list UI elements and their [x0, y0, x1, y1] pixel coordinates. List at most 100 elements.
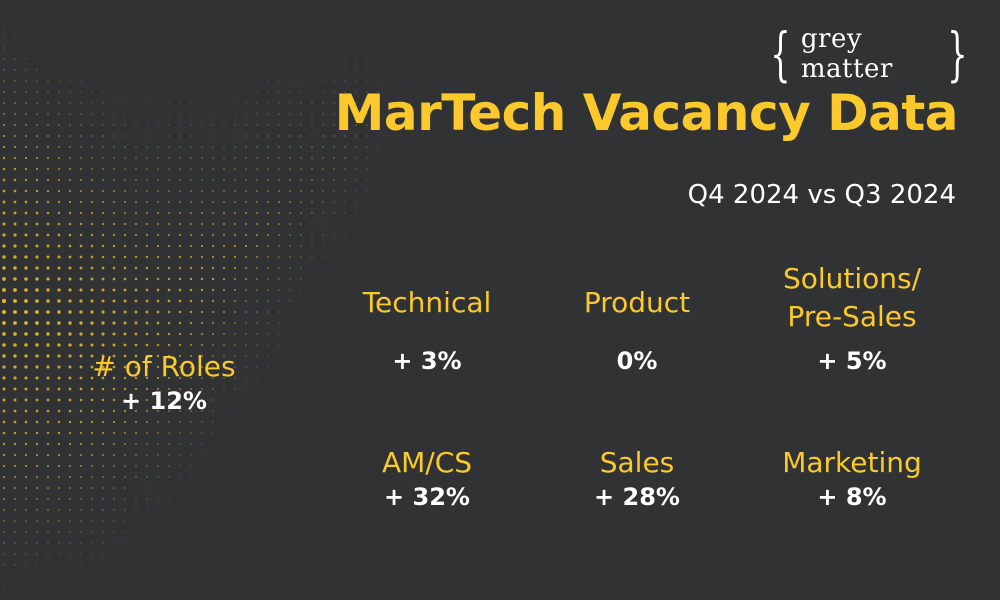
- pattern-dot: [234, 135, 236, 137]
- pattern-dot: [311, 212, 313, 214]
- pattern-dot: [234, 113, 236, 115]
- pattern-dot: [178, 277, 182, 281]
- pattern-dot: [14, 487, 16, 489]
- pattern-dot: [212, 201, 214, 203]
- pattern-dot: [46, 222, 50, 226]
- pattern-dot: [145, 288, 149, 292]
- pattern-dot: [113, 124, 115, 126]
- pattern-dot: [256, 377, 258, 379]
- pattern-dot: [57, 453, 61, 457]
- pattern-dot: [266, 222, 270, 226]
- pattern-dot: [35, 464, 39, 468]
- pattern-dot: [179, 179, 181, 181]
- pattern-dot: [102, 509, 104, 511]
- pattern-dot: [190, 201, 192, 203]
- pattern-dot: [58, 575, 60, 577]
- pattern-dot: [57, 299, 61, 303]
- pattern-dot: [223, 344, 225, 346]
- pattern-dot: [189, 310, 193, 314]
- pattern-dot: [311, 124, 313, 126]
- pattern-dot: [57, 431, 61, 435]
- pattern-dot: [135, 487, 137, 489]
- pattern-dot: [3, 113, 5, 115]
- pattern-dot: [13, 431, 17, 435]
- pattern-dot: [289, 168, 291, 170]
- pattern-dot: [201, 212, 203, 214]
- pattern-dot: [2, 178, 6, 182]
- pattern-dot: [101, 244, 105, 248]
- pattern-dot: [58, 124, 60, 126]
- pattern-dot: [190, 179, 192, 181]
- pattern-dot: [377, 146, 379, 148]
- pattern-dot: [25, 564, 27, 566]
- pattern-dot: [35, 343, 39, 347]
- pattern-dot: [212, 157, 214, 159]
- pattern-dot: [36, 80, 38, 82]
- pattern-dot: [212, 124, 214, 126]
- pattern-dot: [80, 124, 82, 126]
- pattern-dot: [13, 332, 17, 336]
- pattern-dot: [234, 322, 236, 324]
- pattern-dot: [234, 91, 236, 93]
- stat-value: + 12%: [121, 386, 207, 415]
- pattern-dot: [189, 299, 193, 303]
- pattern-dot: [223, 322, 225, 324]
- pattern-dot: [344, 201, 346, 203]
- pattern-dot: [2, 222, 6, 226]
- pattern-dot: [2, 442, 6, 446]
- pattern-dot: [69, 80, 71, 82]
- pattern-dot: [46, 167, 50, 171]
- pattern-dot: [244, 255, 248, 259]
- pattern-dot: [69, 102, 71, 104]
- pattern-dot: [300, 201, 302, 203]
- pattern-dot: [256, 333, 258, 335]
- pattern-dot: [146, 146, 148, 148]
- pattern-dot: [57, 354, 61, 358]
- pattern-dot: [300, 190, 302, 192]
- pattern-dot: [267, 234, 269, 236]
- pattern-dot: [322, 124, 324, 126]
- pattern-dot: [289, 311, 291, 313]
- pattern-dot: [101, 200, 105, 204]
- pattern-dot: [46, 343, 50, 347]
- pattern-dot: [223, 212, 225, 214]
- pattern-dot: [211, 233, 215, 237]
- pattern-dot: [255, 233, 259, 237]
- pattern-dot: [2, 420, 6, 424]
- pattern-dot: [69, 69, 71, 71]
- pattern-dot: [234, 333, 236, 335]
- pattern-dot: [168, 124, 170, 126]
- pattern-dot: [135, 421, 137, 423]
- pattern-dot: [13, 266, 17, 270]
- pattern-dot: [145, 255, 149, 259]
- pattern-dot: [267, 179, 269, 181]
- pattern-dot: [189, 244, 193, 248]
- pattern-dot: [289, 157, 291, 159]
- pattern-dot: [101, 266, 105, 270]
- pattern-dot: [68, 277, 72, 281]
- pattern-dot: [91, 102, 93, 104]
- pattern-dot: [80, 487, 82, 489]
- pattern-dot: [69, 564, 71, 566]
- pattern-dot: [58, 135, 60, 137]
- pattern-dot: [245, 91, 247, 93]
- pattern-dot: [35, 332, 39, 336]
- pattern-dot: [13, 134, 17, 138]
- pattern-dot: [377, 168, 379, 170]
- pattern-dot: [245, 311, 247, 313]
- pattern-dot: [91, 553, 93, 555]
- pattern-dot: [179, 201, 181, 203]
- pattern-dot: [3, 25, 5, 27]
- pattern-dot: [135, 520, 137, 522]
- pattern-dot: [322, 190, 324, 192]
- pattern-dot: [113, 157, 115, 159]
- pattern-dot: [200, 321, 204, 325]
- pattern-dot: [156, 255, 160, 259]
- pattern-dot: [189, 277, 193, 281]
- pattern-dot: [245, 201, 247, 203]
- pattern-dot: [36, 102, 38, 104]
- pattern-dot: [47, 520, 49, 522]
- pattern-dot: [80, 102, 82, 104]
- pattern-dot: [79, 365, 83, 369]
- pattern-dot: [91, 542, 93, 544]
